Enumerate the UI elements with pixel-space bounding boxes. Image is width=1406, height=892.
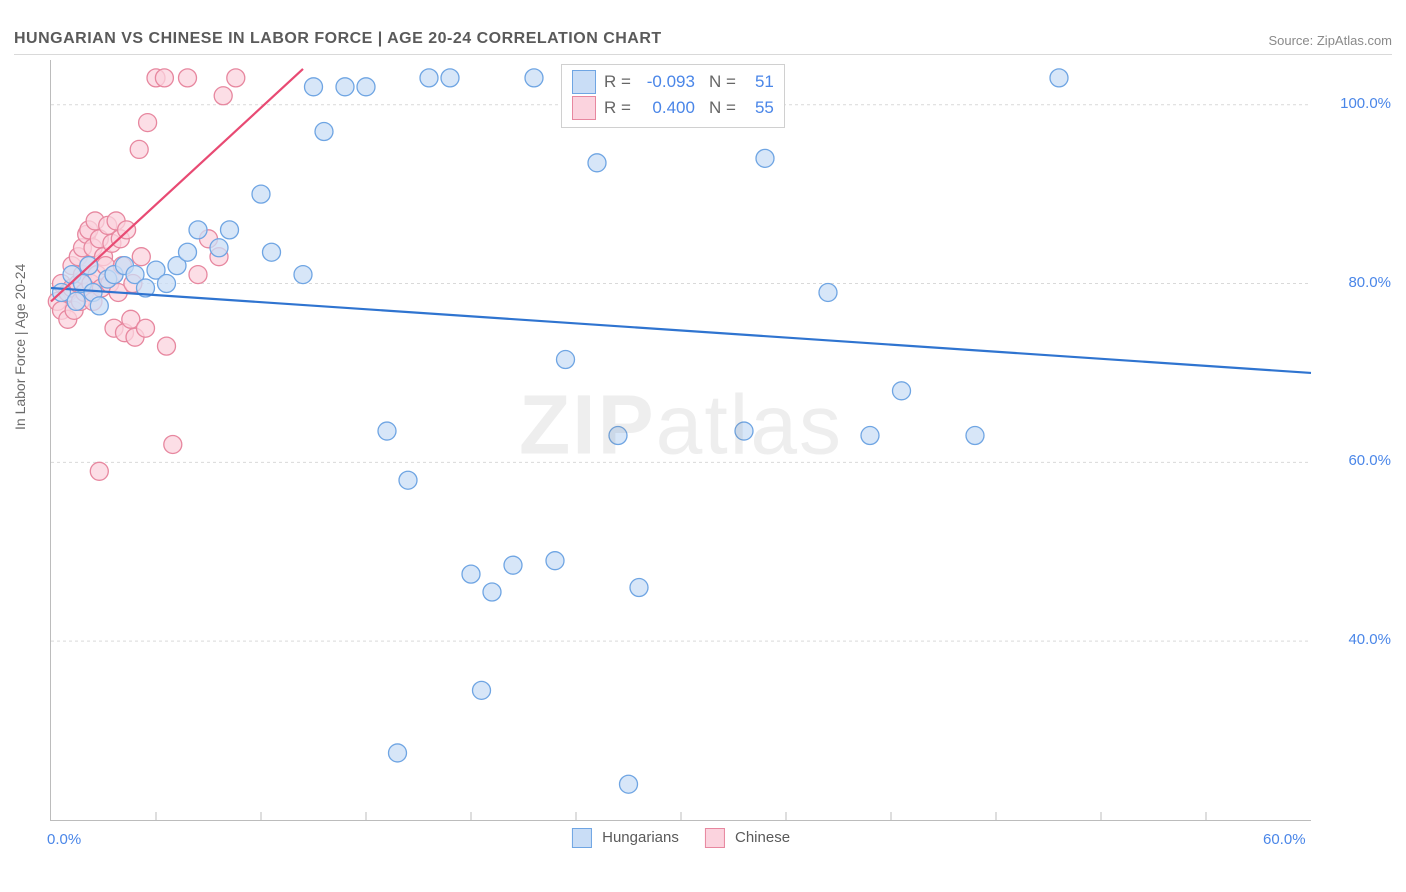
legend-item-hungarians: Hungarians [572,828,679,848]
x-tick-label: 60.0% [1263,831,1306,848]
stats-swatch-chinese [572,96,596,120]
y-tick-label: 100.0% [1321,95,1391,112]
legend-swatch-hungarians [572,828,592,848]
bottom-legend: Hungarians Chinese [572,828,790,848]
legend-item-chinese: Chinese [705,828,790,848]
plot-area: ZIPatlas R =-0.093 N =51 R =0.400 N =55 … [50,60,1311,821]
y-tick-label: 60.0% [1321,452,1391,469]
chart-title: HUNGARIAN VS CHINESE IN LABOR FORCE | AG… [14,30,662,48]
stats-row-chinese: R =0.400 N =55 [572,95,774,121]
y-axis-label: In Labor Force | Age 20-24 [12,264,28,430]
stats-swatch-hungarians [572,70,596,94]
y-tick-label: 80.0% [1321,274,1391,291]
stats-row-hungarians: R =-0.093 N =51 [572,69,774,95]
scatter-svg [51,60,1311,820]
legend-swatch-chinese [705,828,725,848]
source-label: Source: ZipAtlas.com [1268,33,1392,48]
stats-legend: R =-0.093 N =51 R =0.400 N =55 [561,64,785,128]
x-tick-label: 0.0% [47,831,81,848]
y-tick-label: 40.0% [1321,631,1391,648]
